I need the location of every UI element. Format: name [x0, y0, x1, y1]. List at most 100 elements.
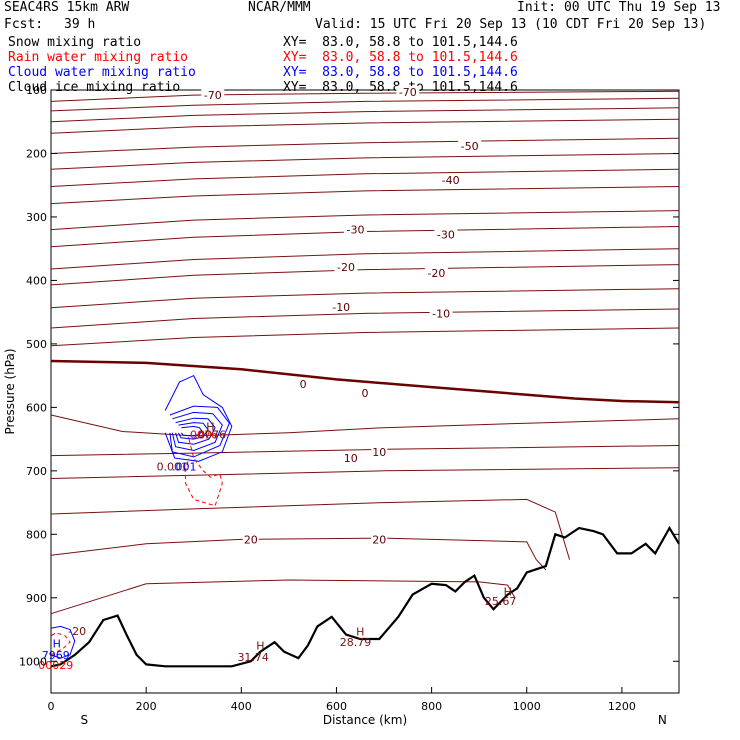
cloud-water-contour [171, 411, 223, 452]
y-tick-label: 1000 [19, 655, 47, 668]
field-max-label: -20 [68, 625, 86, 638]
field-max-label: 0.001 [157, 460, 189, 473]
isotherm-label: -10 [432, 307, 450, 320]
isotherm-label-bg [342, 452, 359, 465]
y-tick-label: 500 [26, 338, 47, 351]
isotherm-line [50, 327, 680, 347]
terrain-line [50, 525, 680, 668]
legend-rain-xy: XY= 83.0, 58.8 to 101.5,144.6 [283, 50, 518, 65]
field-max-label: H [356, 625, 364, 638]
isotherm-label-bg [201, 89, 225, 102]
isotherm-line [50, 467, 680, 479]
cloud-water-contour [181, 425, 203, 437]
isotherm-line [50, 445, 680, 457]
zero-isotherm-line [50, 359, 680, 404]
cloud-water-contour [175, 417, 216, 445]
isotherm-label-bg [242, 533, 259, 546]
isotherm-label: -50 [461, 140, 479, 153]
y-tick-label: 600 [26, 401, 47, 414]
isotherm-label-bg [334, 261, 358, 274]
legend-cloud-ice-xy: XY= 83.0, 58.8 to 101.5,144.6 [283, 80, 518, 95]
field-max-label: H [504, 585, 512, 598]
field-max-label: .0076 [195, 429, 227, 442]
x-tick-label: 600 [326, 700, 347, 713]
isotherm-line [50, 264, 680, 286]
cloud-water-contour [178, 422, 209, 440]
forecast-hours: 39 h [64, 17, 96, 32]
y-tick-label: 100 [26, 84, 47, 97]
x-end-label-north: N [658, 713, 667, 727]
isotherm-line [50, 210, 680, 231]
isotherm-label: -20 [337, 261, 355, 274]
valid-time: Valid: 15 UTC Fri 20 Sep 13 (10 CDT Fri … [315, 17, 707, 32]
cloud-water-contour [169, 405, 230, 458]
legend-cloud-ice-label: Cloud ice mixing ratio [8, 80, 181, 95]
isotherm-line [50, 118, 680, 134]
x-tick-label: 1000 [513, 700, 541, 713]
y-tick-label: 900 [26, 592, 47, 605]
isotherm-label: 10 [372, 446, 386, 459]
rain-water-contour [184, 438, 223, 507]
y-tick-label: 200 [26, 147, 47, 160]
isotherm-label-bg [360, 386, 370, 399]
isotherm-label: 0 [362, 387, 369, 400]
cloud-water-edge-contour [50, 625, 76, 659]
y-axis-title: Pressure (hPa) [3, 348, 17, 434]
isotherm-label: -40 [442, 174, 460, 187]
x-tick-label: 0 [48, 700, 55, 713]
isotherm-label: -30 [347, 224, 365, 237]
field-max-label: .0076 [187, 429, 219, 442]
isotherm-label-bg [434, 228, 458, 241]
isotherm-label: -70 [399, 86, 417, 99]
legend-rain-label: Rain water mixing ratio [8, 50, 189, 65]
model-title: SEAC4RS 15km ARW [4, 0, 130, 15]
field-max-label: .001 [172, 460, 197, 473]
isotherm-label-bg [458, 139, 482, 152]
isotherm-label-bg [439, 174, 463, 187]
isotherm-label-bg [329, 301, 353, 314]
isotherm-line [50, 90, 680, 102]
isotherm-line [50, 288, 680, 309]
y-tick-label: 300 [26, 211, 47, 224]
isotherm-line [50, 153, 680, 170]
isotherm-label: -70 [204, 89, 222, 102]
isotherm-label-bg [424, 266, 448, 279]
field-max-label: 00029 [38, 659, 73, 672]
isotherm-label-bg [298, 377, 308, 390]
x-tick-label: 200 [136, 700, 157, 713]
isotherm-label: 0 [300, 378, 307, 391]
isotherm-label: 20 [372, 533, 386, 546]
forecast-label: Fcst: [4, 17, 44, 32]
isotherm-label-bg [371, 445, 388, 458]
isotherm-line [50, 137, 680, 154]
y-tick-label: 800 [26, 528, 47, 541]
field-max-label: H [206, 420, 214, 433]
isotherm-label-bg [396, 85, 420, 98]
isotherm-line [50, 248, 680, 270]
field-max-label: H [256, 639, 264, 652]
isotherm-label-bg [343, 223, 367, 236]
plot-frame [50, 89, 680, 694]
cloud-water-contour [164, 374, 233, 462]
isotherm-label: -10 [332, 301, 350, 314]
init-time: Init: 00 UTC Thu 19 Sep 13 [517, 0, 721, 15]
y-tick-label: 700 [26, 465, 47, 478]
isotherm-label: -30 [437, 229, 455, 242]
isotherm-label: 20 [244, 533, 258, 546]
x-tick-label: 1200 [608, 700, 636, 713]
isotherm-line [50, 498, 571, 560]
x-end-label-south: S [80, 713, 88, 727]
field-max-label: 31.74 [237, 651, 269, 664]
isotherm-line [50, 107, 680, 123]
field-max-label: 7969 [42, 649, 70, 662]
isotherm-line [50, 414, 680, 437]
x-tick-label: 800 [421, 700, 442, 713]
isotherm-label: 10 [344, 452, 358, 465]
isotherm-label-bg [429, 307, 453, 320]
isotherm-line [50, 226, 680, 248]
legend-snow-label: Snow mixing ratio [8, 35, 142, 50]
center-title: NCAR/MMM [248, 0, 311, 15]
isotherm-line [50, 579, 516, 615]
x-axis-title: Distance (km) [323, 713, 407, 727]
